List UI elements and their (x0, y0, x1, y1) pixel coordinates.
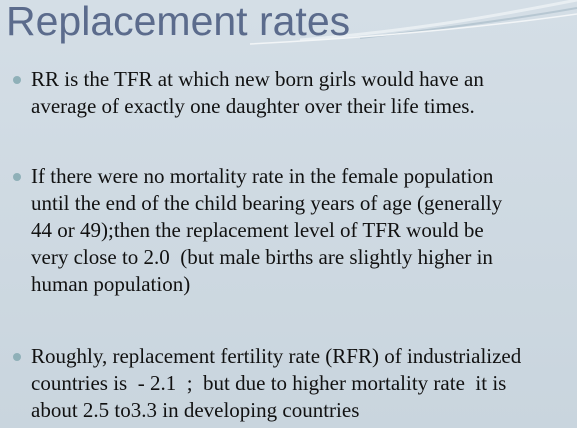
bullet-dot (13, 353, 21, 361)
bullet-line: RR is the TFR at which new born girls wo… (31, 67, 484, 91)
bullet-line: 44 or 49);then the replacement level of … (31, 218, 484, 242)
bullet-dot (13, 76, 21, 84)
bullet-line: very close to 2.0 (but male births are s… (31, 245, 493, 269)
bullet-line: human population) (31, 272, 191, 296)
bullet-line: If there were no mortality rate in the f… (31, 164, 494, 188)
bullet-line: countries is - 2.1 ; but due to higher m… (31, 371, 507, 395)
bullet-line: average of exactly one daughter over the… (31, 94, 475, 118)
bullet-line: about 2.5 to3.3 in developing countries (31, 398, 360, 422)
bullet-line: until the end of the child bearing years… (31, 191, 503, 215)
decoration (249, 0, 577, 45)
bullet-line: Roughly, replacement fertility rate (RFR… (31, 344, 522, 368)
bullet-dot (13, 173, 21, 181)
slide-title: Replacement rates (6, 0, 351, 44)
